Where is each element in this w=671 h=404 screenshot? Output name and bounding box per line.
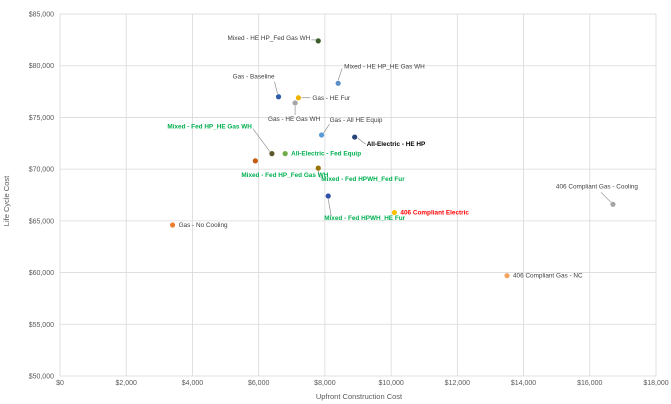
label-leaders xyxy=(252,39,612,217)
x-axis-title: Upfront Construction Cost xyxy=(316,392,403,401)
data-point xyxy=(610,201,616,207)
y-tick-label: $70,000 xyxy=(29,167,54,174)
point-label: Gas - All HE Equip xyxy=(330,117,383,124)
y-tick-label: $55,000 xyxy=(29,322,54,329)
data-point xyxy=(352,134,358,140)
data-point xyxy=(282,151,288,157)
data-points xyxy=(169,38,616,279)
x-tick-label: $18,000 xyxy=(643,380,668,387)
point-label: Mixed - Fed HPWH_Fed Fur xyxy=(321,176,405,183)
data-point xyxy=(169,222,176,228)
x-tick-label: $8,000 xyxy=(314,380,336,387)
point-label: 406 Compliant Gas - Cooling xyxy=(556,183,639,190)
point-label: Mixed - Fed HP_HE Gas WH xyxy=(167,124,252,131)
point-label: Gas - No Cooling xyxy=(179,222,228,229)
x-tick-label: $16,000 xyxy=(577,380,602,387)
point-label: Mixed - HE HP_Fed Gas WH xyxy=(228,35,311,42)
label-leader-line xyxy=(337,68,343,81)
x-tick-label: $2,000 xyxy=(116,380,138,387)
label-leader-line xyxy=(327,198,332,217)
gridlines xyxy=(59,13,657,377)
data-point xyxy=(391,209,398,216)
y-tick-label: $80,000 xyxy=(29,63,54,70)
y-tick-label: $65,000 xyxy=(29,218,54,225)
data-point xyxy=(325,193,331,199)
point-label: 406 Compliant Gas - NC xyxy=(513,273,583,280)
point-label: Mixed - Fed HPWH_HE Fur xyxy=(324,215,405,222)
label-leader-line xyxy=(252,128,271,152)
data-point xyxy=(295,95,301,101)
data-point xyxy=(315,165,321,171)
label-leader-line xyxy=(317,171,321,179)
point-label: Mixed - Fed HP_Fed Gas WH xyxy=(241,172,328,179)
y-tick-label: $60,000 xyxy=(29,270,54,277)
point-labels: Mixed - HE HP_Fed Gas WH Mixed - HE HP_HE… xyxy=(167,35,638,280)
point-label: 406 Compliant Electric xyxy=(400,210,469,217)
point-label: Mixed - HE HP_HE Gas WH xyxy=(344,63,425,70)
y-tick-label: $50,000 xyxy=(29,374,54,381)
data-point xyxy=(275,94,282,100)
data-point xyxy=(504,273,510,279)
x-tick-label: $10,000 xyxy=(378,380,403,387)
x-tick-label: $12,000 xyxy=(445,380,470,387)
x-tick-label: $0 xyxy=(56,380,64,387)
x-tick-label: $14,000 xyxy=(511,380,536,387)
data-point xyxy=(252,158,258,164)
data-point xyxy=(292,100,298,106)
point-label: Gas - HE Fur xyxy=(312,95,351,102)
y-axis-title: Life Cycle Cost xyxy=(2,175,11,226)
label-leader-line xyxy=(600,192,612,203)
label-leader-line xyxy=(357,137,366,145)
point-label: All-Electric - Fed Equip xyxy=(291,151,361,158)
point-label: All-Electric - HE HP xyxy=(367,141,426,148)
tick-labels: $0 $2,000 $4,000 $6,000 $8,000 $10,000 $12,000… xyxy=(29,12,669,388)
x-tick-label: $4,000 xyxy=(182,380,204,387)
data-point xyxy=(335,80,341,86)
y-tick-label: $75,000 xyxy=(29,115,54,122)
data-point xyxy=(315,38,321,44)
x-tick-label: $6,000 xyxy=(248,380,270,387)
y-tick-label: $85,000 xyxy=(29,12,54,19)
label-leader-line xyxy=(323,123,330,134)
data-point xyxy=(318,132,325,138)
label-leader-line xyxy=(274,81,278,94)
point-label: Gas - Baseline xyxy=(233,74,275,81)
point-label: Gas - HE Gas WH xyxy=(268,116,321,123)
data-point xyxy=(269,151,275,157)
